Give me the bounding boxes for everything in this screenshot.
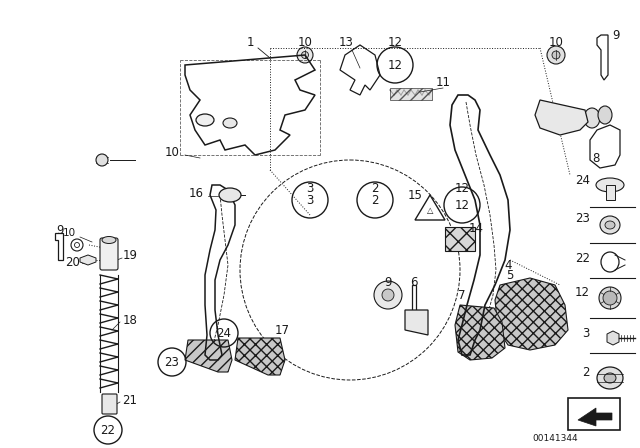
Ellipse shape xyxy=(552,51,560,59)
Text: 9: 9 xyxy=(56,224,64,237)
Text: 14: 14 xyxy=(468,221,483,234)
Text: 1: 1 xyxy=(246,35,253,48)
Text: 23: 23 xyxy=(575,211,590,224)
Text: 21: 21 xyxy=(122,393,138,406)
Text: 7: 7 xyxy=(458,289,466,302)
Text: 2: 2 xyxy=(371,181,379,194)
Ellipse shape xyxy=(599,287,621,309)
Text: 11: 11 xyxy=(435,76,451,89)
Bar xyxy=(568,398,620,430)
Ellipse shape xyxy=(596,178,624,192)
Polygon shape xyxy=(495,278,568,350)
Text: 2: 2 xyxy=(582,366,590,379)
Circle shape xyxy=(374,281,402,309)
Text: 12: 12 xyxy=(575,285,590,298)
Text: 12: 12 xyxy=(454,181,470,194)
Text: 22: 22 xyxy=(100,423,115,436)
Ellipse shape xyxy=(584,108,600,128)
FancyBboxPatch shape xyxy=(100,238,118,270)
Circle shape xyxy=(603,291,617,305)
Polygon shape xyxy=(185,340,232,372)
Text: 00141344: 00141344 xyxy=(532,434,578,443)
Text: 10: 10 xyxy=(63,228,76,238)
Text: 3: 3 xyxy=(307,181,314,194)
Text: △: △ xyxy=(427,206,433,215)
Text: 19: 19 xyxy=(122,249,138,262)
Circle shape xyxy=(382,289,394,301)
Ellipse shape xyxy=(600,216,620,234)
Text: 10: 10 xyxy=(548,35,563,48)
Ellipse shape xyxy=(96,154,108,166)
Ellipse shape xyxy=(196,114,214,126)
FancyBboxPatch shape xyxy=(605,185,614,199)
Text: 15: 15 xyxy=(408,189,422,202)
Text: 17: 17 xyxy=(275,323,289,336)
FancyBboxPatch shape xyxy=(102,394,117,414)
Text: 9: 9 xyxy=(612,29,620,42)
Polygon shape xyxy=(405,310,428,335)
FancyBboxPatch shape xyxy=(445,227,475,251)
Ellipse shape xyxy=(102,237,116,244)
Polygon shape xyxy=(607,331,619,345)
Ellipse shape xyxy=(297,47,313,63)
Text: 5: 5 xyxy=(506,268,514,281)
Ellipse shape xyxy=(547,46,565,64)
Text: 4: 4 xyxy=(504,258,512,271)
Ellipse shape xyxy=(301,52,308,59)
Polygon shape xyxy=(80,255,96,265)
Text: 10: 10 xyxy=(164,146,179,159)
Polygon shape xyxy=(455,305,505,360)
Text: 16: 16 xyxy=(189,186,204,199)
Text: 10: 10 xyxy=(298,35,312,48)
Ellipse shape xyxy=(605,221,615,229)
Text: 8: 8 xyxy=(592,151,600,164)
Polygon shape xyxy=(390,88,432,100)
Ellipse shape xyxy=(597,367,623,389)
Text: 12: 12 xyxy=(387,59,403,72)
Polygon shape xyxy=(578,408,612,426)
Ellipse shape xyxy=(604,373,616,383)
Text: 18: 18 xyxy=(123,314,138,327)
Ellipse shape xyxy=(219,188,241,202)
Text: 23: 23 xyxy=(164,356,179,369)
Text: 12: 12 xyxy=(454,198,470,211)
Text: 3: 3 xyxy=(307,194,314,207)
Text: 12: 12 xyxy=(387,35,403,48)
Ellipse shape xyxy=(598,106,612,124)
Text: 24: 24 xyxy=(216,327,232,340)
Text: 20: 20 xyxy=(65,255,81,268)
Polygon shape xyxy=(535,100,588,135)
Ellipse shape xyxy=(223,118,237,128)
Text: 9: 9 xyxy=(384,276,392,289)
Text: 6: 6 xyxy=(410,276,418,289)
Text: 24: 24 xyxy=(575,173,590,186)
Text: 13: 13 xyxy=(339,35,353,48)
Text: 22: 22 xyxy=(575,251,590,264)
Polygon shape xyxy=(235,338,285,375)
Text: 2: 2 xyxy=(371,194,379,207)
Text: 3: 3 xyxy=(582,327,590,340)
